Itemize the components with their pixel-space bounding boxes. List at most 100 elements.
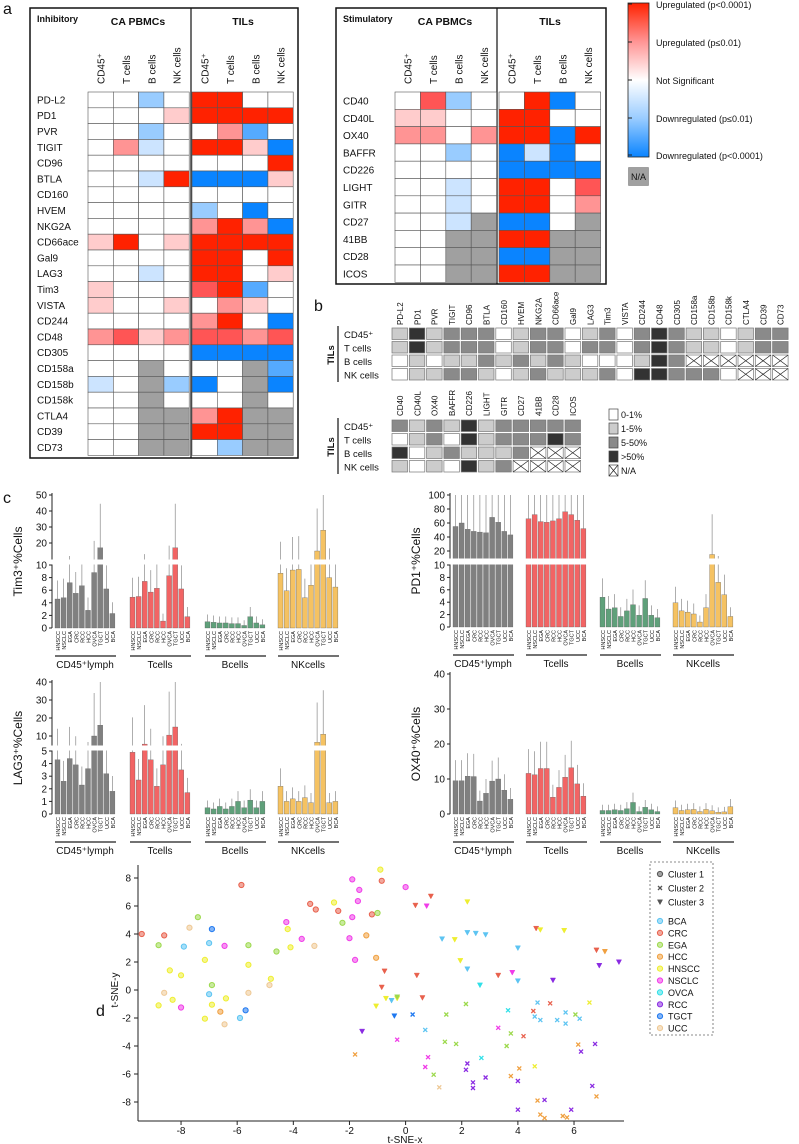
category-label: EGA — [291, 631, 297, 643]
frequency-cell — [581, 327, 599, 340]
frequency-cell — [530, 368, 547, 381]
heatmap-column-label: CD45⁺ — [201, 53, 212, 84]
panel-label-d: d — [96, 1003, 105, 1020]
heatmap-cell — [191, 170, 218, 188]
heatmap-cell — [242, 376, 269, 393]
heatmap-cell — [524, 178, 551, 197]
bar — [465, 776, 471, 815]
category-label: BCA — [509, 630, 515, 642]
frequency-cell — [443, 354, 460, 367]
frequency-cell — [426, 327, 443, 340]
category-label: BCA — [656, 817, 662, 829]
y-tick-label: 0 — [41, 810, 47, 821]
frequency-cell — [547, 327, 564, 340]
bar — [314, 742, 320, 815]
frequency-cell — [685, 368, 702, 381]
category-label: CRC — [472, 630, 478, 642]
frequency-cell — [754, 327, 772, 340]
scatter-point — [478, 1055, 484, 1061]
bar — [241, 625, 247, 629]
scatter-point — [402, 884, 409, 891]
bar — [618, 616, 624, 628]
heatmap-cell — [574, 230, 601, 248]
frequency-column-label: CD48 — [656, 304, 665, 325]
category-label: BCA — [111, 631, 117, 643]
heatmap-column-label: B cells — [455, 55, 466, 84]
tumor-legend-marker — [656, 1025, 664, 1032]
heatmap-cell — [163, 123, 190, 140]
heatmap-cell — [549, 195, 576, 214]
y-tick-label: 10 — [434, 775, 446, 786]
bar — [85, 768, 91, 815]
group-label: Tcells — [147, 846, 172, 857]
category-label: NSCLC — [137, 631, 143, 650]
frequency-cell — [616, 368, 633, 381]
heatmap-cell — [217, 107, 243, 124]
bar — [247, 616, 253, 629]
heatmap-cell — [394, 212, 421, 231]
bar — [229, 623, 235, 629]
category-label: RCC — [303, 817, 309, 829]
category-label: RCC — [698, 817, 704, 829]
heatmap-cell — [217, 376, 243, 393]
frequency-cell — [408, 354, 426, 367]
frequency-cell — [478, 419, 495, 432]
frequency-cell — [478, 368, 495, 381]
scatter-point — [267, 975, 274, 982]
heatmap-cell — [267, 233, 294, 251]
heatmap-category-label: Inhibitory — [37, 14, 78, 24]
category-label: RCC — [478, 630, 484, 642]
heatmap-row-label: CD73 — [37, 443, 63, 454]
y-tick-label: 2 — [125, 958, 131, 969]
na-cross-mark — [608, 464, 619, 477]
scatter-point — [464, 966, 471, 973]
category-label: BCA — [582, 817, 588, 829]
heatmap-cell — [217, 439, 243, 456]
heatmap-column-label: B cells — [147, 55, 158, 84]
scatter-point — [373, 1003, 380, 1010]
scatter-point — [515, 1107, 521, 1113]
heatmap-column-label: T cells — [429, 55, 440, 84]
heatmap-cell — [420, 143, 447, 162]
category-label: TGCT — [99, 816, 105, 832]
bar — [79, 784, 85, 815]
scatter-point — [169, 996, 176, 1003]
category-label: UCC — [255, 817, 261, 829]
scatter-point — [208, 1001, 216, 1008]
heatmap-cell — [242, 360, 269, 377]
heatmap-cell — [574, 178, 601, 197]
heatmap-cell — [138, 328, 165, 346]
heatmap-cell — [420, 247, 447, 266]
heatmap-cell — [138, 107, 165, 124]
heatmap-cell — [217, 281, 243, 298]
category-label: NSCLC — [62, 817, 68, 836]
bar — [721, 594, 727, 628]
scatter-point — [298, 935, 305, 943]
category-label: HCC — [632, 630, 638, 642]
bar — [259, 801, 266, 815]
y-tick-label: 20 — [36, 539, 48, 550]
heatmap-row-label: CD48 — [37, 332, 63, 343]
bar — [320, 530, 326, 629]
category-label: OVCA — [243, 817, 249, 833]
bar — [160, 764, 166, 815]
scatter-point — [284, 926, 291, 933]
bar — [544, 522, 550, 628]
heatmap-cell — [445, 195, 472, 214]
heatmap-cell — [191, 439, 218, 456]
category-label: UCC — [328, 631, 334, 643]
frequency-cell — [581, 341, 599, 354]
heatmap-column-label: NK cells — [584, 47, 595, 84]
frequency-cell — [443, 433, 460, 446]
category-label: UCC — [255, 631, 261, 643]
category-label: BCA — [261, 817, 267, 829]
bar — [283, 590, 290, 629]
bar — [678, 810, 685, 815]
scatter-point — [436, 1084, 442, 1090]
frequency-cell — [547, 419, 564, 432]
category-label: HNSCC — [527, 630, 533, 650]
scatter-point — [596, 963, 603, 969]
frequency-column-label: BTLA — [483, 304, 492, 325]
na-cross-mark — [512, 460, 529, 473]
scatter-point — [592, 1041, 598, 1047]
